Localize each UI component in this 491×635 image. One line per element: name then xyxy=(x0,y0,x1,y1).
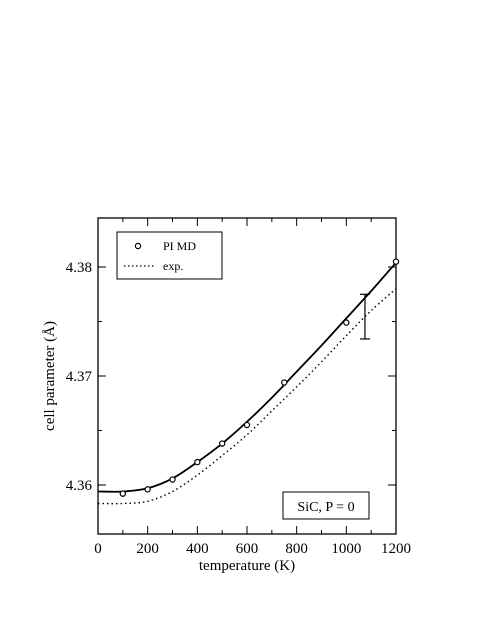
exp-line xyxy=(97,288,397,505)
y-axis-label-text: cell parameter ( xyxy=(42,337,58,431)
y-tick-label: 4.36 xyxy=(66,478,93,494)
annotation: SiC, P = 0 xyxy=(282,491,370,520)
annotation-text: SiC, P = 0 xyxy=(297,500,354,515)
y-tick-label: 4.37 xyxy=(66,369,93,385)
data-point xyxy=(194,458,201,466)
y-axis-label-close: ) xyxy=(42,321,58,326)
x-tick-label: 600 xyxy=(236,541,259,557)
data-point xyxy=(144,486,151,493)
x-tick-label: 400 xyxy=(186,541,209,557)
legend-label-exp: exp. xyxy=(163,259,183,273)
y-axis-ticks: 4.36 4.37 4.38 xyxy=(66,260,396,494)
legend-box xyxy=(116,231,223,280)
data-point xyxy=(343,319,350,326)
series-lines xyxy=(97,262,397,505)
x-tick-label: 1000 xyxy=(331,541,361,557)
data-point xyxy=(281,379,288,386)
data-point xyxy=(169,476,176,483)
data-point xyxy=(392,258,400,265)
y-axis-label-unit: Å xyxy=(42,326,58,337)
legend-marker-pimd xyxy=(134,242,142,250)
legend: PI MD exp. xyxy=(116,231,223,280)
fit-line xyxy=(97,262,397,493)
x-axis-label: temperature (K) xyxy=(199,558,295,574)
error-bar xyxy=(359,293,370,340)
legend-label-pimd: PI MD xyxy=(163,239,196,253)
y-tick-label: 4.38 xyxy=(66,260,92,276)
annotation-box xyxy=(282,491,370,520)
data-point xyxy=(218,440,226,447)
series-points xyxy=(119,258,400,497)
data-point xyxy=(119,490,127,497)
x-tick-label: 0 xyxy=(94,541,102,557)
x-tick-label: 800 xyxy=(285,541,308,557)
y-axis-label: cell parameter (Å) xyxy=(42,321,58,431)
data-point xyxy=(243,421,251,429)
x-tick-label: 1200 xyxy=(381,541,411,557)
x-axis-ticks: 0 200 400 600 800 1000 1200 xyxy=(94,218,411,557)
x-tick-label: 200 xyxy=(136,541,159,557)
